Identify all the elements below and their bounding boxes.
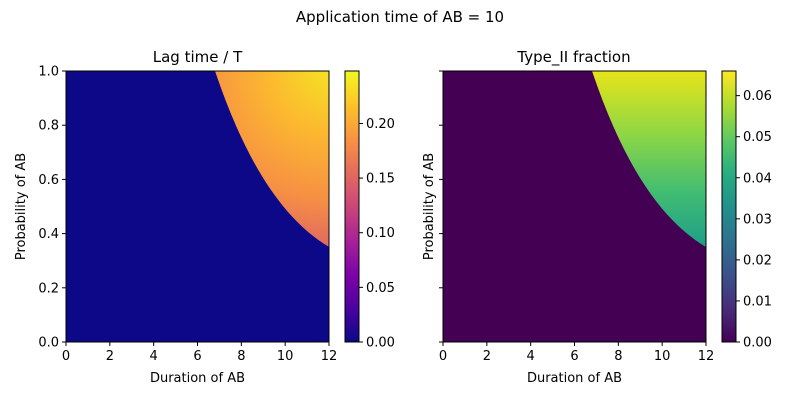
colorbar-ticks: 0.00 0.05 0.10 0.15 0.20 <box>359 117 395 351</box>
colorbar-tick-label: 0.01 <box>743 294 772 309</box>
colorbar-tick-label: 0.05 <box>743 130 772 145</box>
y-axis-label: Probability of AB <box>422 153 437 260</box>
colorbar-tick-label: 0.10 <box>366 226 395 241</box>
panel-lag-time: Lag time / T 0 2 4 6 8 10 12 0.0 0.2 0.4 0.6 0.8 1.… <box>14 48 395 386</box>
y-tick-label: 1.0 <box>38 65 59 80</box>
y-tick-label: 0.0 <box>38 336 59 351</box>
x-tick-label: 8 <box>237 349 245 364</box>
y-axis-label: Probability of AB <box>14 153 29 260</box>
y-tick-label: 0.6 <box>38 173 59 188</box>
colorbar-tick-label: 0.20 <box>366 117 395 132</box>
colorbar-tick-label: 0.00 <box>366 336 395 351</box>
x-tick-label: 10 <box>654 349 671 364</box>
x-tick-label: 10 <box>277 349 294 364</box>
x-tick-label: 0 <box>439 349 447 364</box>
colorbar-tick-label: 0.06 <box>743 89 772 104</box>
panel-type-ii-fraction: Type_II fraction 0 2 4 6 8 10 12 Duration of A… <box>422 48 772 386</box>
colorbar-tick-label: 0.04 <box>743 171 772 186</box>
colorbar-ticks: 0.00 0.01 0.02 0.03 0.04 0.05 0.06 <box>736 89 772 351</box>
x-tick-label: 6 <box>193 349 201 364</box>
y-tick-label: 0.2 <box>38 281 59 296</box>
y-axis-ticks: 0.0 0.2 0.4 0.6 0.8 1.0 <box>38 65 66 351</box>
colorbar-tick-label: 0.03 <box>743 212 772 227</box>
x-tick-label: 12 <box>321 349 338 364</box>
x-tick-label: 2 <box>483 349 491 364</box>
x-axis-label: Duration of AB <box>527 371 622 386</box>
y-axis-ticks <box>439 70 443 343</box>
x-axis-ticks: 0 2 4 6 8 10 12 <box>439 342 714 364</box>
panel-title: Lag time / T <box>153 48 243 66</box>
x-tick-label: 4 <box>527 349 535 364</box>
y-tick-label: 0.4 <box>38 227 59 242</box>
y-tick-label: 0.8 <box>38 119 59 134</box>
colorbar <box>344 70 360 343</box>
x-tick-label: 4 <box>150 349 158 364</box>
x-tick-label: 0 <box>62 349 70 364</box>
x-tick-label: 2 <box>106 349 114 364</box>
colorbar-tick-label: 0.05 <box>366 281 395 296</box>
colorbar-tick-label: 0.02 <box>743 253 772 268</box>
x-tick-label: 12 <box>698 349 715 364</box>
heatmap-region <box>215 71 329 247</box>
colorbar-tick-label: 0.15 <box>366 172 395 187</box>
x-axis-ticks: 0 2 4 6 8 10 12 <box>62 342 337 364</box>
colorbar <box>721 70 737 343</box>
figure-suptitle: Application time of AB = 10 <box>296 8 504 26</box>
x-tick-label: 6 <box>570 349 578 364</box>
heatmap-region <box>592 71 706 247</box>
colorbar-tick-label: 0.00 <box>743 336 772 351</box>
x-axis-label: Duration of AB <box>150 371 245 386</box>
panel-title: Type_II fraction <box>516 48 630 67</box>
x-tick-label: 8 <box>614 349 622 364</box>
